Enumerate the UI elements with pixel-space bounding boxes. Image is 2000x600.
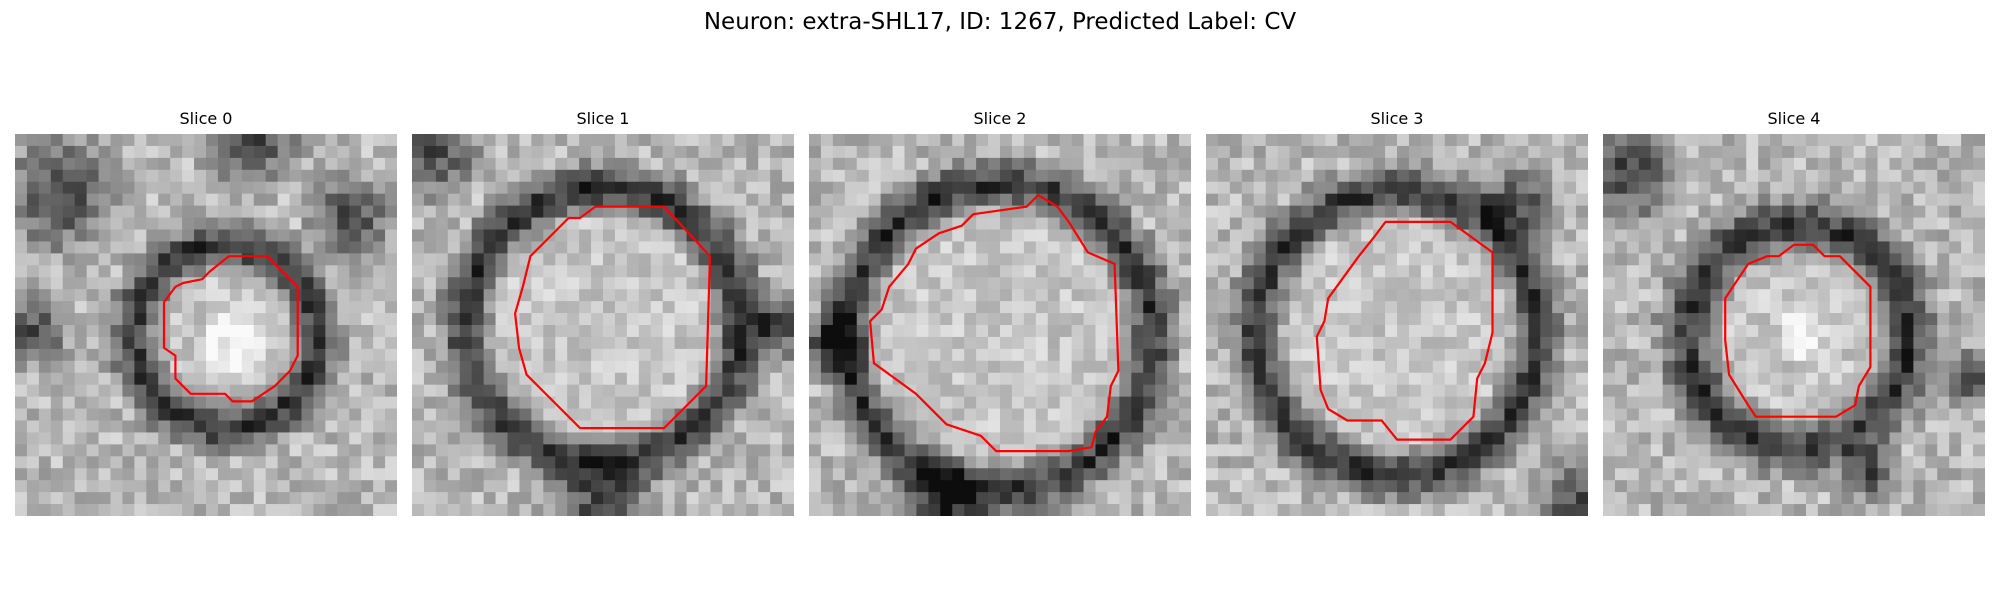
- slice-image-3: [1206, 134, 1588, 516]
- slice-title-0: Slice 0: [179, 109, 233, 128]
- pixel-grid: [1603, 134, 1985, 516]
- slice-title-3: Slice 3: [1370, 109, 1424, 128]
- slice-panel-3: Slice 3: [1206, 108, 1588, 528]
- slice-image-0: [15, 134, 397, 516]
- slice-panel-0: Slice 0: [15, 108, 397, 528]
- slice-panel-2: Slice 2: [809, 108, 1191, 528]
- slice-image-2: [809, 134, 1191, 516]
- neuron-outline: [868, 193, 1120, 453]
- slice-title-4: Slice 4: [1767, 109, 1821, 128]
- pixel-grid: [15, 134, 397, 516]
- neuron-outline: [1315, 220, 1494, 441]
- pixel-grid: [412, 134, 794, 516]
- figure-title: Neuron: extra-SHL17, ID: 1267, Predicted…: [703, 9, 1297, 35]
- slice-title-2: Slice 2: [973, 109, 1027, 128]
- slice-image-4: [1603, 134, 1985, 516]
- neuron-outline: [513, 205, 712, 430]
- slice-title-1: Slice 1: [576, 109, 630, 128]
- slice-panel-1: Slice 1: [412, 108, 794, 528]
- neuron-outline: [162, 255, 299, 403]
- slice-image-1: [412, 134, 794, 516]
- pixel-grid: [809, 134, 1191, 516]
- pixel-grid: [1206, 134, 1588, 516]
- neuron-outline: [1724, 243, 1872, 418]
- slice-panel-4: Slice 4: [1603, 108, 1985, 528]
